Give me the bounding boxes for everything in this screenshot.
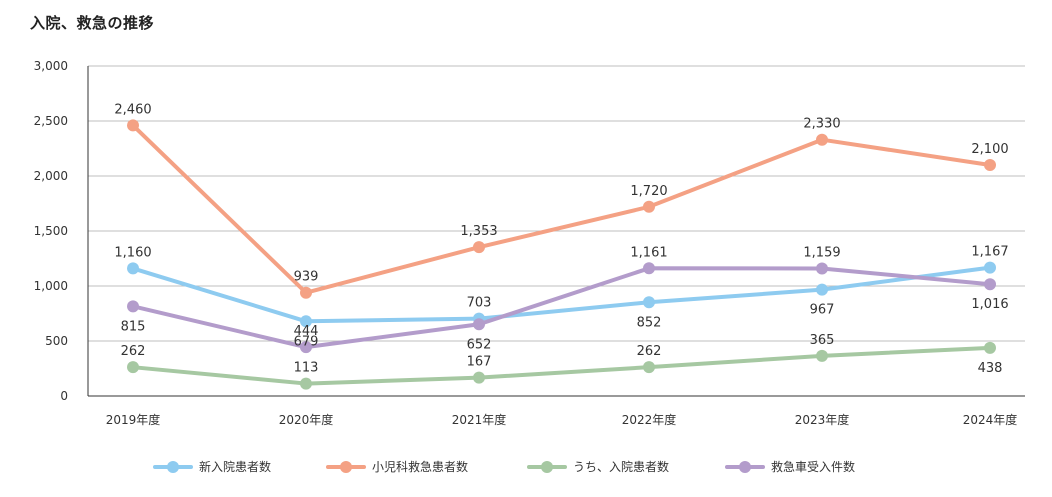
series-line bbox=[131, 123, 992, 295]
series-2 bbox=[127, 119, 996, 299]
data-point bbox=[473, 318, 485, 331]
data-label: 1,720 bbox=[630, 184, 667, 199]
x-tick-label: 2022年度 bbox=[622, 412, 677, 427]
legend-item: 小児科救急患者数 bbox=[326, 459, 468, 474]
legend-item: 救急車受入件数 bbox=[725, 459, 855, 474]
grid-layer bbox=[88, 65, 1025, 342]
legend-label: うち、入院患者数 bbox=[573, 459, 669, 474]
data-label: 438 bbox=[978, 361, 1003, 376]
x-tick-label: 2021年度 bbox=[452, 412, 507, 427]
x-tick-label: 2024年度 bbox=[963, 412, 1018, 427]
y-tick-label: 3,000 bbox=[34, 59, 68, 73]
data-label: 262 bbox=[121, 344, 146, 359]
data-point bbox=[816, 262, 828, 275]
data-label: 1,167 bbox=[971, 245, 1008, 260]
legend-label: 救急車受入件数 bbox=[771, 459, 855, 474]
x-tick-label: 2019年度 bbox=[106, 412, 161, 427]
data-label: 262 bbox=[637, 344, 662, 359]
data-point bbox=[300, 377, 312, 390]
y-tick-label: 2,000 bbox=[34, 169, 68, 183]
legend: 新入院患者数 小児科救急患者数 うち、入院患者数 救急車受入件数 bbox=[153, 459, 855, 474]
data-point bbox=[984, 261, 996, 274]
data-point bbox=[816, 349, 828, 362]
x-tick-label: 2023年度 bbox=[795, 412, 850, 427]
data-label: 939 bbox=[294, 270, 319, 285]
data-label: 2,330 bbox=[803, 117, 840, 132]
legend-swatch-marker bbox=[167, 461, 179, 473]
axis-layer: 0 500 1,000 1,500 2,000 2,500 3,000 2019年度 2020年… bbox=[34, 59, 1025, 427]
y-tick-label: 1,500 bbox=[34, 224, 68, 238]
data-point bbox=[984, 159, 996, 171]
data-label: 815 bbox=[121, 319, 146, 334]
series-line bbox=[131, 266, 992, 350]
data-label-layer: 1,160 679 703 852 967 1,167 2,460 939 1,353 1,720… bbox=[114, 102, 1008, 375]
legend-swatch-marker bbox=[340, 461, 352, 473]
legend-swatch-marker bbox=[541, 461, 553, 473]
series-layer bbox=[127, 119, 996, 390]
data-label: 113 bbox=[294, 361, 319, 376]
y-tick-label: 2,500 bbox=[34, 114, 68, 128]
data-label: 679 bbox=[294, 334, 319, 349]
series-3 bbox=[127, 341, 996, 390]
data-point bbox=[300, 286, 312, 299]
series-line bbox=[131, 345, 992, 386]
legend-swatch-marker bbox=[739, 461, 751, 473]
data-label: 2,460 bbox=[114, 102, 151, 117]
series-4 bbox=[127, 262, 996, 354]
data-point bbox=[984, 341, 996, 354]
legend-label: 新入院患者数 bbox=[199, 459, 271, 474]
data-label: 852 bbox=[637, 315, 662, 330]
data-label: 1,353 bbox=[460, 224, 497, 239]
data-label: 652 bbox=[467, 337, 492, 352]
data-label: 1,159 bbox=[803, 246, 840, 261]
data-point bbox=[473, 241, 485, 254]
legend-item: 新入院患者数 bbox=[153, 459, 271, 474]
data-label: 167 bbox=[467, 355, 492, 370]
data-point bbox=[816, 283, 828, 296]
data-point bbox=[643, 361, 655, 374]
chart-title: 入院、救急の推移 bbox=[30, 14, 155, 32]
legend-label: 小児科救急患者数 bbox=[372, 459, 468, 474]
data-label: 967 bbox=[810, 303, 835, 318]
data-point bbox=[127, 361, 139, 374]
data-point bbox=[473, 371, 485, 384]
data-point bbox=[127, 119, 139, 132]
data-label: 1,160 bbox=[114, 245, 151, 260]
x-tick-label: 2020年度 bbox=[279, 412, 334, 427]
data-point bbox=[816, 133, 828, 146]
data-label: 703 bbox=[467, 296, 492, 311]
series-line bbox=[131, 265, 992, 324]
data-label: 365 bbox=[810, 333, 835, 348]
data-label: 1,016 bbox=[971, 297, 1008, 312]
y-tick-label: 500 bbox=[45, 334, 68, 348]
data-point bbox=[984, 278, 996, 291]
data-point bbox=[643, 262, 655, 275]
y-tick-label: 1,000 bbox=[34, 279, 68, 293]
data-point bbox=[300, 315, 312, 328]
data-point bbox=[127, 300, 139, 313]
data-label: 2,100 bbox=[971, 142, 1008, 157]
data-point bbox=[643, 296, 655, 309]
series-1 bbox=[127, 261, 996, 328]
legend-item: うち、入院患者数 bbox=[527, 459, 669, 474]
data-point bbox=[300, 341, 312, 354]
data-label: 1,161 bbox=[630, 245, 667, 260]
data-point bbox=[127, 262, 139, 275]
data-point bbox=[643, 200, 655, 213]
data-label: 444 bbox=[294, 324, 319, 339]
y-tick-label: 0 bbox=[60, 389, 68, 403]
